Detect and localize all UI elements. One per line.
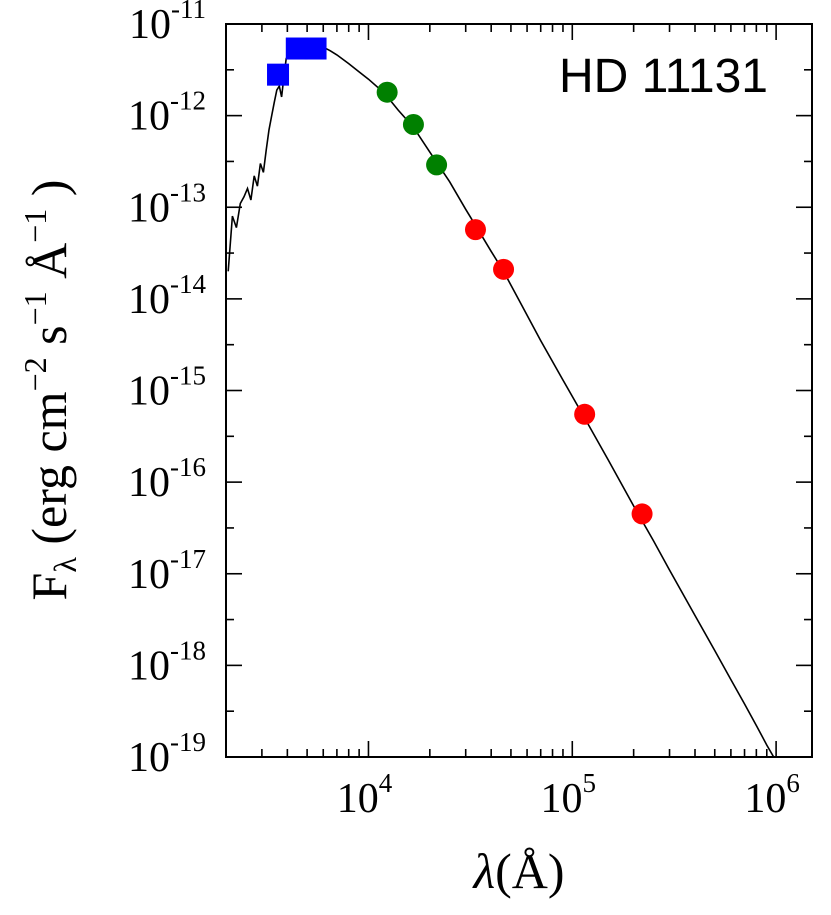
y-axis-title-part: )	[21, 180, 77, 209]
x-tick-labels: 104 105 106	[337, 768, 800, 822]
x-tick-label: 106	[744, 768, 800, 822]
photometry-circle-marker	[376, 81, 398, 103]
y-tick-label: 10-19	[128, 727, 206, 781]
y-tick-label: 10-11	[129, 0, 206, 48]
photometry-circle-marker	[631, 503, 653, 525]
y-axis-title-part: (erg cm	[21, 391, 77, 557]
photometry-circle-marker	[493, 258, 515, 280]
plot-frame	[225, 23, 813, 758]
y-tick-label: 10-18	[128, 635, 206, 689]
y-axis-title-sub: λ	[47, 557, 83, 573]
y-axis-title-part: −1	[17, 209, 53, 243]
y-axis-title-part: s	[21, 325, 77, 357]
photometry-markers	[267, 37, 653, 525]
y-axis-title-main: F	[21, 573, 77, 601]
photometry-square-marker	[267, 63, 290, 86]
x-tick-label: 104	[337, 768, 393, 822]
y-tick-label: 10-15	[128, 361, 206, 415]
y-tick-label: 10-12	[128, 86, 206, 140]
photometry-circle-marker	[574, 403, 596, 425]
photometry-square-marker	[304, 37, 327, 60]
y-axis-title-part: −1	[17, 291, 53, 325]
star-annotation: HD 11131	[559, 50, 768, 103]
y-axis-title-part: −2	[17, 357, 53, 391]
photometry-circle-marker	[426, 154, 448, 176]
x-axis-title: λ(Å)	[471, 843, 564, 899]
photometry-circle-marker	[402, 114, 424, 136]
y-axis-title: Fλ (erg cm−2 s−1 Å−1 )	[17, 180, 83, 601]
model-spectrum-line	[227, 42, 775, 757]
y-tick-label: 10-17	[128, 544, 206, 598]
photometry-circle-marker	[464, 219, 486, 241]
y-tick-label: 10-16	[128, 452, 206, 506]
x-tick-label: 105	[541, 768, 597, 822]
y-tick-label: 10-13	[128, 177, 206, 231]
photometry-square-marker	[285, 37, 308, 60]
x-axis-symbol: λ	[471, 843, 495, 899]
y-axis-title-part: Å	[21, 243, 77, 292]
y-tick-label: 10-14	[128, 269, 206, 323]
y-tick-labels: 10-11 10-12 10-13 10-14 10-15 10-16 10-17 10-18…	[128, 0, 206, 781]
x-axis-unit: (Å)	[495, 843, 564, 899]
axis-ticks	[225, 23, 812, 758]
